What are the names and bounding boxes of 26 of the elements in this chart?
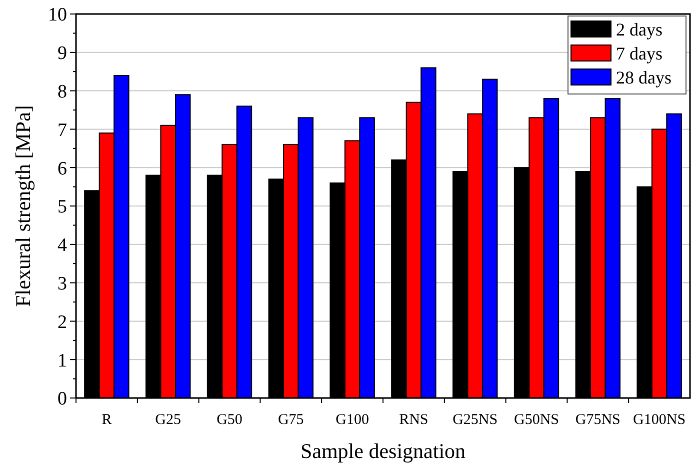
x-axis-title: Sample designation <box>300 439 466 463</box>
y-tick-label: 2 <box>58 312 67 333</box>
y-tick-label: 0 <box>58 388 67 410</box>
legend-label: 7 days <box>616 43 662 64</box>
x-tick-label: G25 <box>155 412 182 428</box>
x-tick-label: G25NS <box>452 412 498 428</box>
x-tick-label: G100NS <box>633 412 686 428</box>
y-tick-label: 3 <box>58 273 67 294</box>
y-tick-label: 8 <box>58 81 67 102</box>
x-tick-label: G50NS <box>514 412 560 428</box>
y-tick-label: 6 <box>58 158 67 180</box>
legend-label: 28 days <box>616 67 672 88</box>
legend-label: 2 days <box>616 19 662 40</box>
y-tick-label: 4 <box>58 235 68 256</box>
y-tick-label: 10 <box>48 4 67 26</box>
y-tick-label: 1 <box>58 350 67 372</box>
x-tick-label: G75NS <box>575 412 620 428</box>
x-tick-label: G75 <box>278 412 304 428</box>
x-tick-label: RNS <box>399 412 428 428</box>
y-tick-label: 7 <box>58 120 67 141</box>
x-tick-label: G100 <box>336 412 369 428</box>
y-tick-label: 9 <box>58 43 67 64</box>
y-tick-label: 5 <box>58 196 67 218</box>
y-axis-title: Flexural strength [MPa] <box>11 105 35 307</box>
x-tick-label: R <box>102 412 112 428</box>
x-tick-label: G50 <box>216 412 242 428</box>
